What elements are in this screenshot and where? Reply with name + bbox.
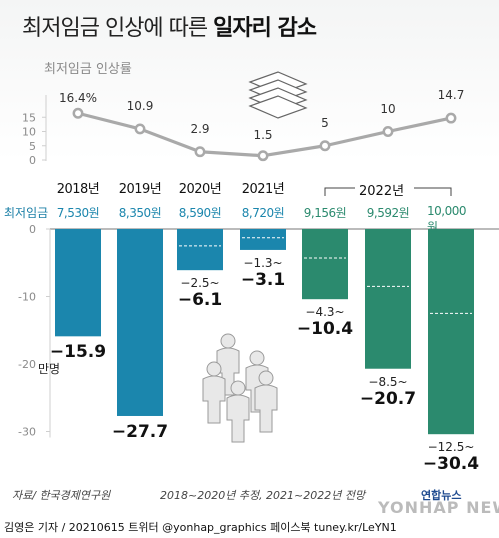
bar-tick-label-3: -30 bbox=[18, 426, 36, 439]
value-label-6: −30.4 bbox=[422, 454, 480, 475]
year-label-2: 2020년 bbox=[178, 182, 222, 197]
year-label-1: 2019년 bbox=[118, 182, 162, 197]
rate-value-label-3: 1.5 bbox=[253, 127, 273, 142]
watermark: YONHAP NEWS bbox=[378, 498, 499, 517]
bar-tick-label-2: -20 bbox=[18, 358, 36, 371]
value-label-1: −27.7 bbox=[111, 421, 169, 442]
wage-row-label: 최저임금 bbox=[4, 206, 49, 220]
person-head-2 bbox=[206, 361, 222, 377]
value-label-2: −6.1 bbox=[177, 290, 223, 311]
range-label-5: −8.5~ bbox=[368, 374, 408, 389]
yonhap-logo: 연합뉴스 bbox=[421, 489, 462, 502]
year-label-3: 2021년 bbox=[241, 182, 285, 197]
wage-value-4: 9,156원 bbox=[303, 206, 347, 220]
rate-tick-label-5: 5 bbox=[29, 140, 36, 153]
rate-value-label-2: 2.9 bbox=[190, 121, 210, 136]
rate-point-4 bbox=[319, 140, 331, 152]
wage-value-5: 9,592원 bbox=[366, 206, 410, 220]
credit-line: 김영은 기자 / 20210615 트위터 @yonhap_graphics 페… bbox=[4, 521, 397, 534]
rate-point-6 bbox=[445, 112, 457, 124]
year-group-2022: 2022년 bbox=[359, 184, 405, 199]
person-head-0 bbox=[220, 333, 236, 349]
person-body-2 bbox=[202, 375, 226, 424]
unit-label: 만명 bbox=[37, 362, 61, 376]
person-body-3 bbox=[226, 394, 250, 443]
rate-tick-label-0: 0 bbox=[29, 154, 36, 167]
wage-value-2: 8,590원 bbox=[178, 206, 222, 220]
rate-point-5 bbox=[382, 126, 394, 137]
bar-6 bbox=[428, 229, 474, 435]
person-body-4 bbox=[254, 384, 278, 433]
rate-tick-label-15: 15 bbox=[22, 111, 36, 124]
estimate-note: 2018~2020년 추정, 2021~2022년 전망 bbox=[160, 489, 366, 502]
bar-5 bbox=[365, 229, 411, 369]
rate-value-label-6: 14.7 bbox=[437, 88, 465, 103]
value-label-5: −20.7 bbox=[359, 388, 417, 409]
year-label-0: 2018년 bbox=[56, 182, 100, 197]
bar-0 bbox=[55, 229, 101, 337]
wage-value-1: 8,350원 bbox=[118, 206, 162, 220]
wage-value-6: 10,000원 bbox=[427, 204, 467, 234]
range-label-4: −4.3~ bbox=[305, 305, 345, 320]
year-2022-bracket bbox=[324, 187, 452, 196]
rate-point-1 bbox=[134, 123, 146, 135]
range-label-2: −2.5~ bbox=[180, 276, 220, 291]
bar-1 bbox=[117, 229, 163, 416]
rate-series-label: 최저임금 인상률 bbox=[44, 62, 132, 77]
rate-point-0 bbox=[72, 107, 84, 119]
person-head-4 bbox=[258, 370, 274, 386]
rate-value-label-4: 5 bbox=[321, 115, 329, 130]
banknote-3 bbox=[248, 95, 308, 119]
value-label-3: −3.1 bbox=[240, 269, 286, 290]
money-stack-icon bbox=[248, 71, 308, 119]
wage-value-0: 7,530원 bbox=[56, 206, 100, 220]
rate-tick-label-10: 10 bbox=[22, 126, 36, 139]
source-note: 자료/ 한국경제연구원 bbox=[12, 489, 111, 502]
bar-4 bbox=[302, 229, 348, 300]
rate-value-label-0: 16.4% bbox=[58, 91, 98, 106]
value-label-4: −10.4 bbox=[296, 319, 354, 340]
bar-3 bbox=[240, 229, 286, 250]
person-head-1 bbox=[249, 350, 265, 366]
chart-title: 최저임금 인상에 따른 일자리 감소 bbox=[22, 16, 317, 41]
bar-tick-label-1: -10 bbox=[18, 291, 36, 304]
range-label-6: −12.5~ bbox=[427, 440, 475, 455]
person-head-3 bbox=[230, 380, 246, 396]
value-label-0: −15.9 bbox=[49, 342, 107, 363]
rate-point-2 bbox=[194, 146, 206, 158]
rate-value-label-5: 10 bbox=[380, 101, 396, 116]
rate-point-3 bbox=[257, 150, 269, 162]
bar-2 bbox=[177, 229, 223, 271]
rate-value-label-1: 10.9 bbox=[126, 98, 154, 113]
range-label-3: −1.3~ bbox=[243, 255, 283, 270]
wage-value-3: 8,720원 bbox=[241, 206, 285, 220]
bar-tick-label-0: 0 bbox=[29, 223, 36, 236]
